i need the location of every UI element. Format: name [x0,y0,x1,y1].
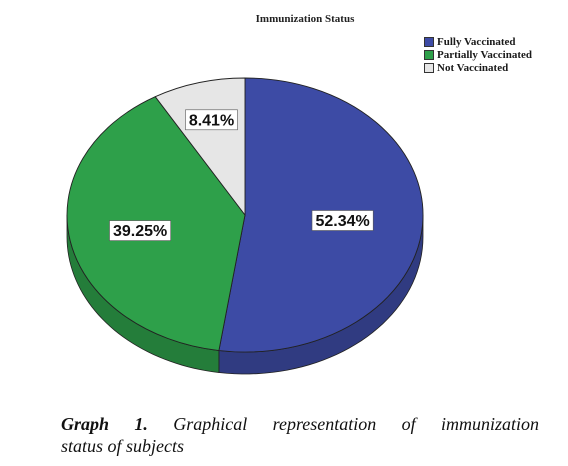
legend-label-not: Not Vaccinated [437,61,509,74]
data-label-box-0 [311,210,374,231]
chart-title: Immunization Status [255,13,355,25]
legend-swatch-partially [424,49,434,60]
legend: Fully Vaccinated Partially Vaccinated No… [424,35,532,74]
data-label-2: 8.41% [189,112,234,129]
legend-item-partially: Partially Vaccinated [424,48,532,61]
legend-item-not: Not Vaccinated [424,61,532,74]
caption-text-line2: status of subjects [61,436,185,456]
caption-label: Graph 1. [61,414,148,434]
data-label-0: 52.34% [315,213,369,230]
legend-label-partially: Partially Vaccinated [437,48,533,61]
data-label-1: 39.25% [113,223,167,240]
legend-label-fully: Fully Vaccinated [437,35,516,48]
figure-caption: Graph 1. Graphical representation of imm… [61,413,539,435]
data-label-box-1 [109,220,172,241]
data-label-box-2 [185,109,238,131]
legend-swatch-not [424,62,434,73]
legend-swatch-fully [424,36,434,47]
caption-text-line1: Graphical representation of immunization [173,414,540,434]
legend-item-fully: Fully Vaccinated [424,35,532,48]
